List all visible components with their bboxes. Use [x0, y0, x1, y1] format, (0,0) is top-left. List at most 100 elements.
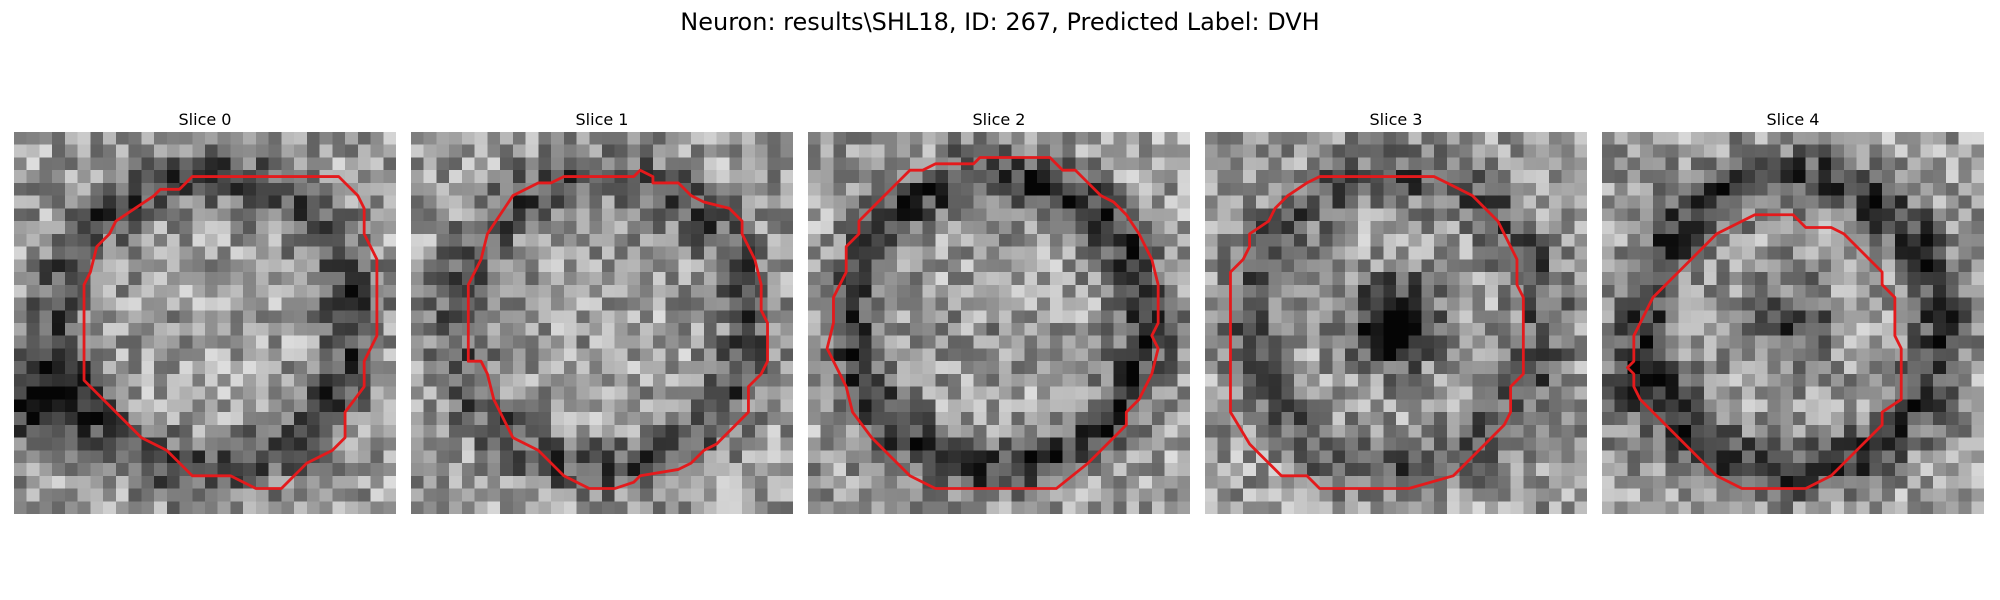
pixel: [52, 463, 66, 477]
pixel: [64, 386, 78, 400]
pixel: [1716, 463, 1730, 477]
pixel: [1345, 246, 1359, 260]
pixel: [1446, 335, 1460, 349]
pixel: [1037, 272, 1051, 286]
pixel: [1818, 386, 1832, 400]
pixel: [319, 132, 333, 145]
pixel: [436, 310, 450, 324]
pixel: [192, 132, 206, 145]
pixel: [370, 246, 384, 260]
pixel: [691, 272, 705, 286]
pixel: [1049, 233, 1063, 247]
pixel: [217, 348, 231, 362]
pixel: [179, 259, 193, 273]
pixel: [808, 132, 821, 145]
pixel: [1742, 424, 1756, 438]
pixel: [538, 348, 552, 362]
pixel: [1011, 373, 1025, 387]
pixel: [1088, 272, 1102, 286]
pixel: [960, 182, 974, 196]
pixel: [1294, 501, 1308, 514]
pixel: [1510, 170, 1524, 184]
pixel: [268, 323, 282, 336]
pixel: [383, 297, 396, 311]
pixel: [1370, 297, 1384, 311]
pixel: [1306, 297, 1320, 311]
pixel: [1306, 157, 1320, 171]
pixel: [141, 310, 155, 324]
pixel: [1497, 170, 1511, 184]
pixel: [141, 386, 155, 400]
pixel: [922, 488, 936, 502]
pixel: [1024, 399, 1038, 413]
pixel: [833, 233, 847, 247]
pixel: [90, 272, 104, 286]
pixel: [986, 157, 1000, 171]
pixel: [576, 386, 590, 400]
pixel: [1691, 399, 1705, 413]
pixel: [563, 386, 577, 400]
pixel: [640, 348, 654, 362]
pixel: [1024, 437, 1038, 451]
pixel: [589, 450, 603, 464]
pixel: [1332, 386, 1346, 400]
pixel: [1536, 373, 1550, 387]
pixel: [1703, 259, 1717, 273]
pixel: [973, 259, 987, 273]
pixel: [436, 157, 450, 171]
pixel: [14, 348, 27, 362]
pixel: [1037, 233, 1051, 247]
pixel: [1793, 195, 1806, 209]
pixel: [1523, 437, 1537, 451]
pixel: [525, 170, 539, 184]
pixel: [1894, 259, 1908, 273]
pixel: [332, 246, 346, 260]
pixel: [268, 284, 282, 298]
pixel: [1281, 412, 1295, 426]
pixel: [652, 323, 666, 336]
pixel: [614, 272, 628, 286]
pixel: [1665, 399, 1679, 413]
pixel: [64, 323, 78, 336]
pixel: [1049, 323, 1063, 336]
pixel: [1011, 323, 1025, 336]
pixel: [1294, 335, 1308, 349]
pixel: [1894, 144, 1908, 158]
pixel: [1332, 233, 1346, 247]
pixel: [1281, 399, 1295, 413]
pixel: [884, 475, 898, 489]
pixel: [665, 272, 679, 286]
pixel: [345, 259, 359, 273]
pixel: [370, 386, 384, 400]
pixel: [729, 132, 743, 145]
pixel: [1678, 348, 1692, 362]
pixel: [39, 157, 53, 171]
pixel: [294, 399, 308, 413]
pixel: [411, 157, 424, 171]
pixel: [754, 233, 768, 247]
pixel: [935, 284, 949, 298]
pixel: [192, 310, 206, 324]
pixel: [281, 323, 295, 336]
pixel: [1421, 412, 1435, 426]
pixel: [922, 284, 936, 298]
pixel: [1574, 170, 1587, 184]
pixel: [1561, 157, 1575, 171]
pixel: [525, 412, 539, 426]
pixel: [512, 144, 526, 158]
pixel: [986, 246, 1000, 260]
slice-image: [1602, 132, 1984, 514]
pixel: [1459, 412, 1473, 426]
pixel: [1306, 259, 1320, 273]
pixel: [1716, 297, 1730, 311]
pixel: [1640, 233, 1654, 247]
pixel: [141, 323, 155, 336]
pixel: [436, 335, 450, 349]
pixel: [1332, 488, 1346, 502]
pixel: [268, 221, 282, 235]
pixel: [716, 335, 730, 349]
pixel: [39, 208, 53, 222]
pixel: [154, 310, 168, 324]
pixel: [1370, 144, 1384, 158]
pixel: [357, 310, 371, 324]
